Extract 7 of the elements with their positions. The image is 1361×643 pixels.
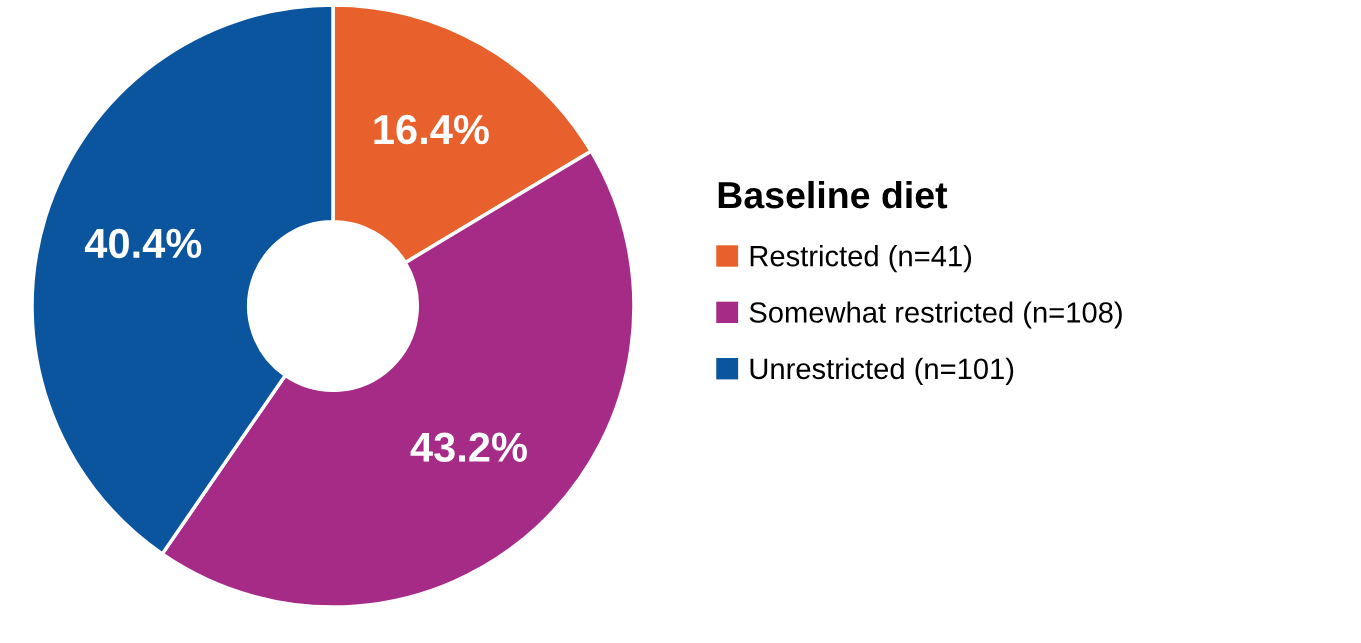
data-label: 40.4%: [84, 228, 202, 259]
legend-title: Baseline diet: [718, 180, 948, 209]
legend-label: Unrestricted (n=101): [750, 357, 1014, 385]
legend-label: Restricted (n=41): [750, 245, 972, 273]
data-label: 43.2%: [410, 432, 527, 463]
legend-label: Somewhat restricted (n=108): [749, 301, 1122, 329]
data-label: 16.4%: [374, 114, 489, 145]
